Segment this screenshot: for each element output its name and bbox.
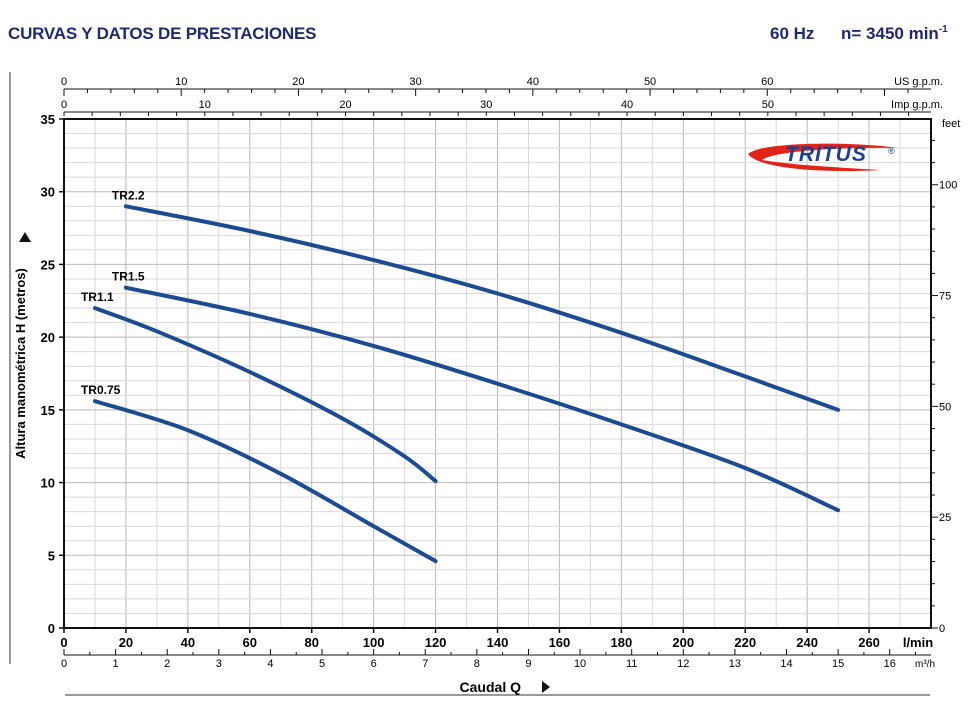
logo-swoosh (748, 143, 898, 172)
logo-registered-mark: ® (888, 146, 895, 156)
us-gpm-tick-label: 10 (175, 76, 187, 88)
curve-tr1-1 (93, 306, 438, 484)
y-tick-label: 5 (48, 548, 55, 563)
m3h-tick-label: 9 (525, 658, 531, 670)
m3h-tick-label: 13 (729, 658, 741, 670)
x-tick-label: 80 (304, 635, 318, 650)
x-tick-label: 0 (60, 635, 67, 650)
speed-exponent: -1 (938, 24, 948, 35)
x-tick-label: 40 (181, 635, 195, 650)
tritus-logo: TRITUS ® (748, 143, 898, 172)
page-title: CURVAS Y DATOS DE PRESTACIONES (8, 24, 317, 43)
curve-tr1-5 (123, 285, 841, 513)
y-tick-label: 10 (41, 476, 55, 491)
m3h-tick-label: 8 (474, 658, 480, 670)
imp-gpm-unit-label: Imp g.p.m. (891, 99, 943, 111)
m3h-tick-label: 1 (113, 658, 119, 670)
series-label-tr0-75: TR0.75 (81, 383, 121, 397)
m3h-tick-label: 6 (371, 658, 377, 670)
y-tick-label: 0 (48, 621, 55, 636)
x-tick-label: 20 (119, 635, 133, 650)
m3h-tick-label: 3 (216, 658, 222, 670)
x-tick-label: 120 (425, 635, 447, 650)
m3h-tick-label: 7 (422, 658, 428, 670)
curve-tr0-75 (93, 399, 438, 564)
m3h-tick-label: 12 (677, 658, 689, 670)
x-axis-label: Caudal Q (460, 679, 522, 695)
imp-gpm-tick-label: 50 (762, 99, 774, 111)
y-tick-label: 35 (41, 112, 55, 127)
x-tick-label: 240 (796, 635, 818, 650)
us-gpm-tick-label: 0 (61, 76, 67, 88)
y-tick-label: 30 (41, 185, 55, 200)
feet-tick-label: 100 (939, 180, 957, 192)
feet-tick-label: 0 (939, 623, 945, 635)
x-unit-label: l/min (903, 635, 933, 650)
x-tick-label: 100 (363, 635, 385, 650)
speed-label: n= 3450 min-1 (841, 24, 948, 44)
y-tick-label: 20 (41, 330, 55, 345)
speed-prefix: n= 3450 min (841, 24, 939, 43)
m3h-tick-label: 4 (267, 658, 273, 670)
series-label-tr1-1: TR1.1 (81, 290, 114, 304)
feet-unit-label: feet (942, 118, 960, 130)
us-gpm-tick-label: 60 (761, 76, 773, 88)
imp-gpm-tick-label: 30 (480, 99, 492, 111)
x-tick-label: 60 (243, 635, 257, 650)
us-gpm-tick-label: 30 (410, 76, 422, 88)
imp-gpm-tick-label: 40 (621, 99, 633, 111)
frequency-label: 60 Hz (770, 24, 815, 43)
m3h-tick-label: 0 (61, 658, 67, 670)
y-tick-label: 25 (41, 257, 55, 272)
curves (93, 204, 841, 564)
m3h-tick-label: 5 (319, 658, 325, 670)
m3h-tick-label: 10 (574, 658, 586, 670)
grid (63, 118, 932, 629)
m3h-tick-label: 15 (832, 658, 844, 670)
us-gpm-tick-label: 40 (527, 76, 539, 88)
x-axis-arrow-icon (542, 681, 550, 693)
x-tick-label: 200 (672, 635, 694, 650)
m3h-tick-label: 14 (780, 658, 792, 670)
feet-tick-label: 25 (939, 512, 951, 524)
feet-tick-label: 75 (939, 291, 951, 303)
us-gpm-unit-label: US g.p.m. (894, 76, 943, 88)
logo-text: TRITUS (785, 143, 867, 166)
series-label-tr2-2: TR2.2 (112, 188, 145, 202)
imp-gpm-tick-label: 10 (199, 99, 211, 111)
y-axis-arrow-icon (19, 232, 31, 242)
m3h-tick-label: 2 (164, 658, 170, 670)
us-gpm-tick-label: 50 (644, 76, 656, 88)
curve-tr2-2 (123, 204, 841, 412)
y-axis-label: Altura manométrica H (metros) (13, 268, 28, 459)
feet-tick-label: 50 (939, 401, 951, 413)
x-tick-label: 220 (734, 635, 756, 650)
labels: TR2.2 TR1.5 TR1.1 TR0.75 (81, 188, 145, 397)
x-tick-label: 140 (487, 635, 509, 650)
us-gpm-tick-label: 20 (292, 76, 304, 88)
series-label-tr1-5: TR1.5 (112, 270, 145, 284)
m3h-tick-label: 11 (626, 658, 637, 670)
x-tick-label: 260 (858, 635, 880, 650)
m3h-unit-label: m³/h (915, 659, 935, 670)
x-tick-label: 180 (611, 635, 633, 650)
y-tick-label: 15 (41, 403, 55, 418)
imp-gpm-tick-label: 20 (339, 99, 351, 111)
m3h-tick-label: 16 (884, 658, 896, 670)
imp-gpm-tick-label: 0 (61, 99, 67, 111)
x-tick-label: 160 (549, 635, 571, 650)
